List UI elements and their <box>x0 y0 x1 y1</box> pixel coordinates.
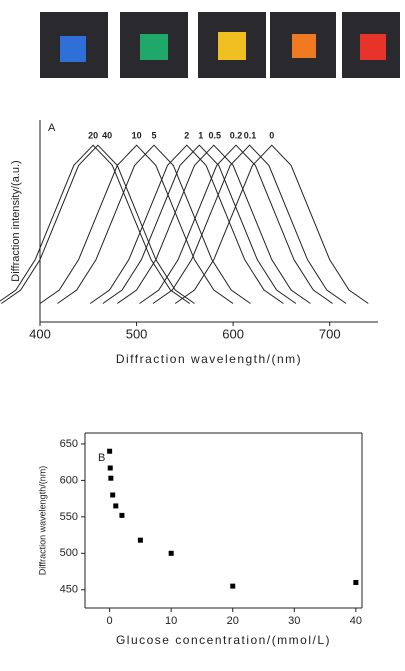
x-tick-label: 0 <box>107 615 113 627</box>
spectrum-line <box>89 144 284 304</box>
y-axis-label: Diffraction intensity/(a.u.) <box>10 160 22 281</box>
panel-label: A <box>48 122 56 134</box>
photo-sample <box>218 32 246 60</box>
x-tick-label: 500 <box>126 326 148 341</box>
y-axis-label: Diffraction wavelength/(nm) <box>37 466 47 575</box>
y-tick-label: 450 <box>60 584 78 596</box>
spectrum-line <box>0 144 190 304</box>
data-point <box>137 537 143 543</box>
x-tick-label: 700 <box>319 326 341 341</box>
peak-label: 40 <box>102 131 112 141</box>
data-point <box>230 583 236 589</box>
peak-label: 0.2 <box>230 131 243 141</box>
data-point <box>353 579 359 585</box>
x-tick-label: 600 <box>222 326 244 341</box>
y-tick-label: 650 <box>60 438 78 450</box>
x-axis-label: Glucose concentration/(mmol/L) <box>116 633 331 647</box>
y-tick-label: 500 <box>60 547 78 559</box>
photo-sample <box>360 34 386 60</box>
photo-sample <box>292 34 316 58</box>
spectrum-line <box>102 144 297 304</box>
spectrum-line <box>1 144 195 304</box>
data-point <box>168 550 174 556</box>
y-tick-label: 550 <box>60 511 78 523</box>
y-tick-label: 600 <box>60 474 78 486</box>
x-tick-label: 20 <box>227 615 239 627</box>
spectrum-line <box>39 144 234 304</box>
spectrum-line <box>117 144 311 304</box>
x-tick-label: 10 <box>165 615 177 627</box>
data-point <box>110 492 116 498</box>
spectrum-line <box>57 144 251 304</box>
peak-label: 20 <box>88 131 98 141</box>
x-axis-label: Diffraction wavelength/(nm) <box>116 352 302 366</box>
data-point <box>108 475 114 481</box>
data-point <box>107 448 113 454</box>
x-tick-label: 30 <box>288 615 300 627</box>
peak-label: 1 <box>198 131 203 141</box>
spectrum-line <box>174 144 369 304</box>
x-tick-label: 400 <box>29 326 51 341</box>
peak-label: 10 <box>132 131 142 141</box>
spectrum-line <box>152 144 347 304</box>
data-point <box>107 465 113 471</box>
peak-label: 0 <box>269 131 274 141</box>
panel-label: B <box>98 452 105 464</box>
peak-label: 0.1 <box>244 131 257 141</box>
spectrum-line <box>139 144 333 304</box>
photo-sample <box>60 36 86 62</box>
peak-label: 0.5 <box>209 131 222 141</box>
data-point <box>119 512 125 518</box>
data-point <box>113 503 119 509</box>
photo-sample <box>140 34 168 60</box>
peak-label: 5 <box>151 131 156 141</box>
peak-label: 2 <box>184 131 189 141</box>
x-tick-label: 40 <box>350 615 362 627</box>
photo-strip <box>40 12 400 78</box>
